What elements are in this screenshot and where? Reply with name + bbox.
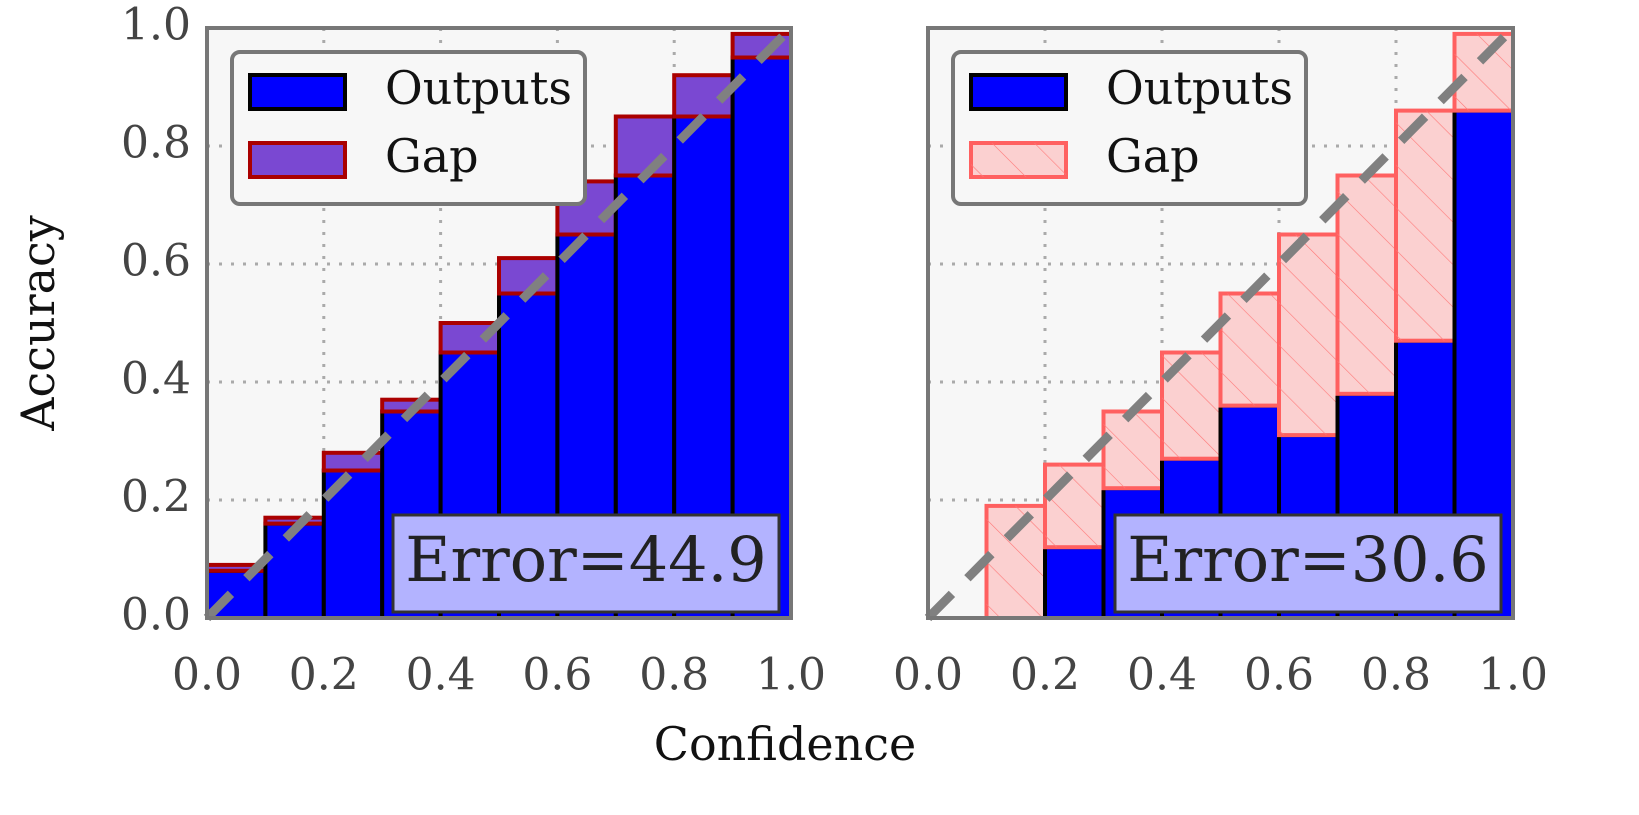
gap-hatch <box>1045 464 1104 548</box>
x-axis-label: Confidence <box>654 717 916 771</box>
gap-hatch <box>1454 33 1513 111</box>
x-tick-label: 0.0 <box>172 650 242 701</box>
gap-hatch <box>1396 110 1455 341</box>
legend-swatch <box>248 73 347 111</box>
x-tick-label: 1.0 <box>756 650 826 701</box>
legend-label: Gap <box>1106 129 1200 183</box>
gap-hatch <box>1279 234 1338 436</box>
x-tick-label: 0.4 <box>1127 650 1197 701</box>
x-tick-label: 0.6 <box>522 650 592 701</box>
gap-hatch <box>986 505 1045 618</box>
x-tick-label: 0.2 <box>1010 650 1080 701</box>
output-bar <box>1043 545 1106 621</box>
y-tick-label: 0.4 <box>121 354 191 405</box>
frame <box>205 26 793 620</box>
diagonal <box>203 24 795 622</box>
y-tick-label: 0.6 <box>121 236 191 287</box>
legend-swatch <box>969 73 1068 111</box>
annotation: Error=30.6 <box>1127 523 1489 596</box>
annotation-box <box>391 513 781 614</box>
diagonal <box>924 24 1517 622</box>
annotation: Error=44.9 <box>405 523 767 596</box>
y-tick-label: 0.8 <box>121 118 191 169</box>
y-tick-label: 0.0 <box>121 590 191 641</box>
x-tick-label: 1.0 <box>1478 650 1548 701</box>
output-bar <box>263 521 326 620</box>
y-tick-label: 1.0 <box>121 0 191 51</box>
gap-bar <box>613 114 677 178</box>
x-tick-label: 0.0 <box>893 650 963 701</box>
frame <box>926 26 1515 620</box>
gap-bar <box>263 515 326 526</box>
x-tick-label: 0.6 <box>1244 650 1314 701</box>
y-axis-label: Accuracy <box>11 215 65 432</box>
y-tick-label: 0.2 <box>121 472 191 523</box>
legend-label: Gap <box>385 129 479 183</box>
x-tick-label: 0.8 <box>639 650 709 701</box>
gap-hatch <box>1103 411 1162 489</box>
legend-label: Outputs <box>1106 61 1293 115</box>
legend-swatch <box>248 141 347 179</box>
gap-hatch <box>1337 175 1396 394</box>
annotation-box <box>1113 513 1503 614</box>
x-tick-label: 0.2 <box>289 650 359 701</box>
gap-hatch <box>1220 293 1279 406</box>
x-tick-label: 0.4 <box>406 650 476 701</box>
legend-hatch <box>971 143 1066 177</box>
x-tick-label: 0.8 <box>1361 650 1431 701</box>
legend-label: Outputs <box>385 61 572 115</box>
